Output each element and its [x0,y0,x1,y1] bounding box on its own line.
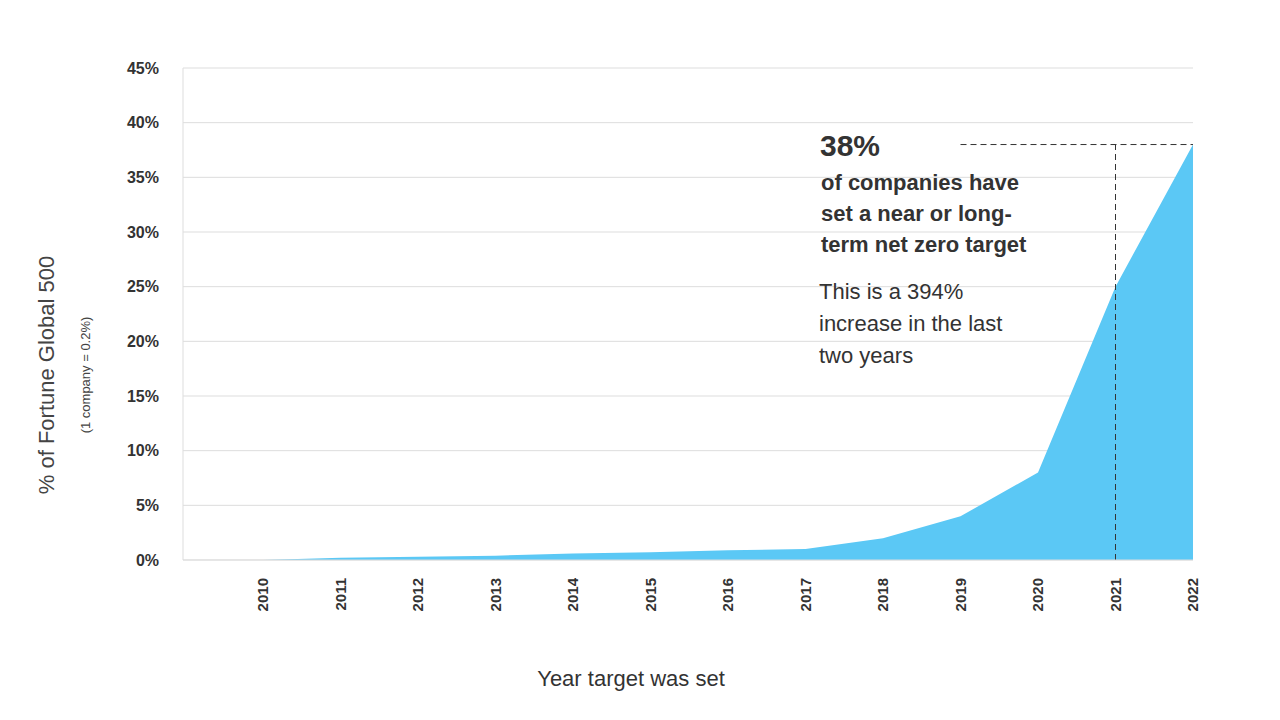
svg-text:35%: 35% [127,169,159,186]
svg-text:38%: 38% [820,129,880,162]
svg-text:increase in the last: increase in the last [819,311,1002,336]
svg-text:25%: 25% [127,278,159,295]
svg-text:15%: 15% [127,388,159,405]
svg-text:two years: two years [819,343,913,368]
svg-text:10%: 10% [127,442,159,459]
svg-text:of companies have: of companies have [821,170,1019,195]
svg-text:20%: 20% [127,333,159,350]
svg-text:% of Fortune Global 500: % of Fortune Global 500 [34,256,59,494]
svg-text:2018: 2018 [874,578,891,611]
svg-text:2020: 2020 [1029,578,1046,611]
svg-text:set a near or long-: set a near or long- [821,201,1012,226]
svg-text:2016: 2016 [719,578,736,611]
svg-text:2015: 2015 [642,578,659,611]
svg-text:2022: 2022 [1184,578,1201,611]
svg-text:0%: 0% [136,552,159,569]
svg-text:2017: 2017 [797,578,814,611]
svg-text:2011: 2011 [332,578,349,611]
svg-text:2012: 2012 [409,578,426,611]
svg-text:40%: 40% [127,114,159,131]
svg-text:2021: 2021 [1107,578,1124,611]
svg-text:45%: 45% [127,60,159,77]
svg-text:5%: 5% [136,497,159,514]
svg-text:(1 company = 0.2%): (1 company = 0.2%) [78,317,93,434]
svg-text:2010: 2010 [254,578,271,611]
svg-text:This is a 394%: This is a 394% [819,279,963,304]
svg-text:Year target was set: Year target was set [537,666,725,691]
svg-text:2019: 2019 [952,578,969,611]
svg-text:2013: 2013 [487,578,504,611]
svg-text:term net zero target: term net zero target [821,232,1027,257]
svg-text:2014: 2014 [564,577,581,611]
svg-text:30%: 30% [127,224,159,241]
